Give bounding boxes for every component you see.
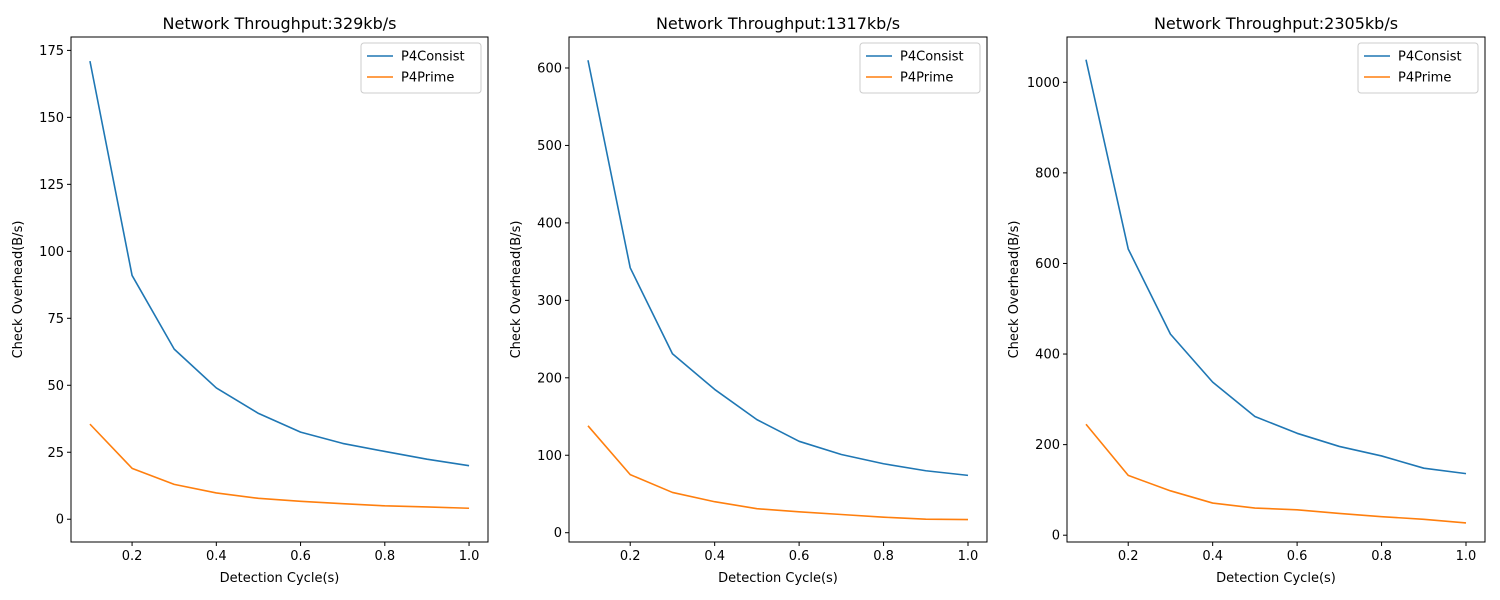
y-tick-label: 0 xyxy=(554,526,562,541)
y-tick-label: 300 xyxy=(537,294,562,309)
x-tick-label: 0.6 xyxy=(290,549,311,564)
x-axis-label: Detection Cycle(s) xyxy=(220,571,340,586)
x-tick-label: 0.2 xyxy=(122,549,143,564)
x-tick-label: 0.4 xyxy=(1202,549,1223,564)
y-tick-label: 400 xyxy=(537,216,562,231)
y-tick-label: 500 xyxy=(537,139,562,154)
y-tick-label: 150 xyxy=(39,111,64,126)
y-tick-label: 600 xyxy=(1035,257,1060,272)
y-tick-label: 800 xyxy=(1035,166,1060,181)
y-tick-label: 200 xyxy=(537,371,562,386)
x-tick-label: 0.8 xyxy=(374,549,395,564)
y-axis-label: Check Overhead(B/s) xyxy=(11,221,26,359)
y-tick-label: 0 xyxy=(56,513,64,528)
plot-frame xyxy=(70,36,489,543)
y-tick-label: 0 xyxy=(1052,529,1060,544)
series-line-p4prime xyxy=(587,425,969,521)
legend: P4Consist P4Prime xyxy=(859,42,981,94)
y-tick-label: 1000 xyxy=(1027,76,1060,91)
chart-title: Network Throughput:1317kb/s xyxy=(656,14,900,33)
y-tick-label: 75 xyxy=(47,312,64,327)
series-line-p4consist xyxy=(1085,59,1467,475)
plot-frame xyxy=(568,36,988,543)
chart-title: Network Throughput:2305kb/s xyxy=(1154,14,1398,33)
chart-title: Network Throughput:329kb/s xyxy=(163,14,397,33)
legend-label: P4Prime xyxy=(900,71,953,86)
subplot-1: Network Throughput:329kb/s 0.2 0.4 0.6 0.8 1.… xyxy=(11,14,489,586)
legend: P4Consist P4Prime xyxy=(360,42,482,94)
y-tick-label: 100 xyxy=(537,449,562,464)
series-line-p4consist xyxy=(587,60,969,477)
y-tick-label: 175 xyxy=(39,44,64,59)
series-line-p4prime xyxy=(89,423,470,510)
x-tick-label: 1.0 xyxy=(459,549,480,564)
x-tick-label: 0.4 xyxy=(206,549,227,564)
legend-label: P4Prime xyxy=(1398,71,1451,86)
y-tick-label: 125 xyxy=(39,178,64,193)
legend-label: P4Consist xyxy=(401,50,465,65)
x-tick-label: 0.8 xyxy=(873,549,894,564)
x-tick-label: 0.4 xyxy=(704,549,725,564)
y-tick-label: 200 xyxy=(1035,438,1060,453)
y-tick-label: 25 xyxy=(47,446,64,461)
legend: P4Consist P4Prime xyxy=(1357,42,1479,94)
x-tick-label: 0.6 xyxy=(1287,549,1308,564)
y-tick-label: 400 xyxy=(1035,348,1060,363)
series-line-p4prime xyxy=(1085,423,1467,524)
x-tick-label: 0.2 xyxy=(1118,549,1139,564)
series-line-p4consist xyxy=(89,60,470,467)
x-tick-label: 0.8 xyxy=(1371,549,1392,564)
legend-label: P4Consist xyxy=(1398,50,1462,65)
y-tick-label: 100 xyxy=(39,245,64,260)
x-axis-label: Detection Cycle(s) xyxy=(718,571,838,586)
x-axis-label: Detection Cycle(s) xyxy=(1216,571,1336,586)
plot-frame xyxy=(1066,36,1486,543)
y-tick-label: 50 xyxy=(47,379,64,394)
legend-label: P4Prime xyxy=(401,71,454,86)
x-tick-label: 1.0 xyxy=(958,549,979,564)
legend-label: P4Consist xyxy=(900,50,964,65)
x-tick-label: 1.0 xyxy=(1456,549,1477,564)
x-tick-label: 0.2 xyxy=(620,549,641,564)
subplot-3: Network Throughput:2305kb/s 0.2 0.4 0.6 0.8 1… xyxy=(1007,14,1486,586)
y-axis-label: Check Overhead(B/s) xyxy=(509,221,524,359)
y-axis-label: Check Overhead(B/s) xyxy=(1007,221,1022,359)
y-tick-label: 600 xyxy=(537,61,562,76)
x-tick-label: 0.6 xyxy=(789,549,810,564)
subplot-2: Network Throughput:1317kb/s 0.2 0.4 0.6 0.8 1… xyxy=(509,14,988,586)
